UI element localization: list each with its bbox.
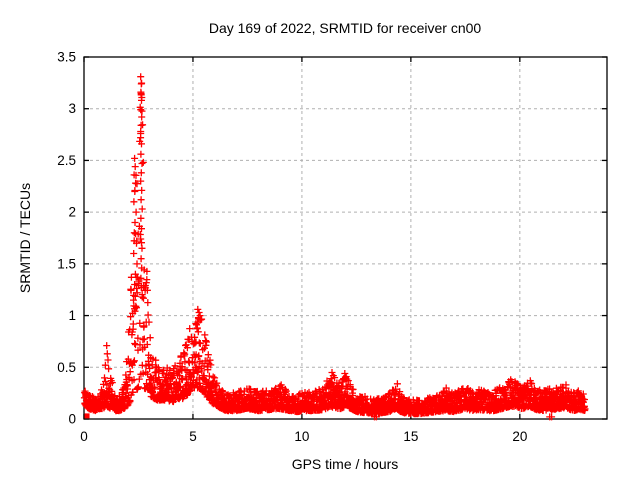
x-tick-label: 5 xyxy=(189,429,197,444)
data-points-layer xyxy=(80,73,589,421)
srmtid-data-points xyxy=(80,73,589,421)
plot-frame xyxy=(83,56,608,420)
plot-frame-layer xyxy=(83,56,608,420)
y-axis-label: SRMTID / TECUs xyxy=(17,183,33,293)
y-tick-label: 2.5 xyxy=(57,153,76,168)
x-tick-label: 10 xyxy=(294,429,309,444)
y-tick-label: 3.5 xyxy=(57,50,76,65)
origin-square-marker xyxy=(84,413,90,419)
y-tick-label: 2 xyxy=(68,205,76,220)
y-tick-label: 0.5 xyxy=(57,360,76,375)
y-tick-label: 0 xyxy=(68,412,76,427)
x-axis-label: GPS time / hours xyxy=(292,456,399,472)
x-tick-label: 0 xyxy=(80,429,88,444)
y-tick-label: 3 xyxy=(68,101,76,116)
tick-label-layer: 0 5 10 15 20 0 0.5 1 1.5 2 2.5 3 3.5 xyxy=(57,50,527,445)
x-tick-label: 20 xyxy=(512,429,527,444)
y-tick-label: 1.5 xyxy=(57,256,76,271)
x-tick-label: 15 xyxy=(403,429,418,444)
chart-title: Day 169 of 2022, SRMTID for receiver cn0… xyxy=(209,20,482,36)
y-tick-label: 1 xyxy=(68,308,76,323)
